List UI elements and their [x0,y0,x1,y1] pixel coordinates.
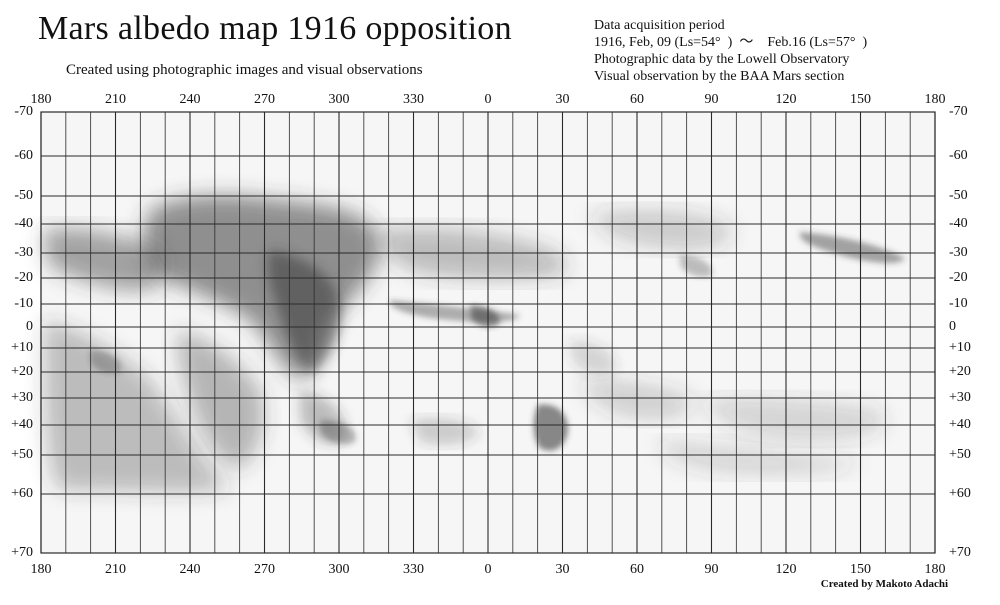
albedo-marking [533,404,568,451]
albedo-marking [90,350,121,374]
latitude-label-right: +10 [949,340,971,355]
info-line-period-heading: Data acquisition period [594,18,725,33]
longitude-label-bottom: 180 [30,562,52,577]
latitude-label-left: +30 [11,390,33,405]
info-line-visual-source: Visual observation by the BAA Mars secti… [594,69,845,84]
latitude-label-right: +50 [949,447,971,462]
longitude-label-top: 300 [328,92,350,107]
latitude-label-left: -70 [14,104,33,119]
longitude-label-top: 210 [105,92,126,107]
albedo-marking [320,420,356,445]
longitude-label-bottom: 240 [179,562,201,577]
albedo-marking [267,250,341,375]
map-title: Mars albedo map 1916 opposition [38,10,512,47]
albedo-marking [380,228,568,280]
albedo-marking [570,340,616,376]
longitude-label-bottom: 0 [484,562,492,577]
longitude-label-bottom: 330 [403,562,424,577]
longitude-label-bottom: 120 [775,562,797,577]
latitude-label-left: -10 [14,296,33,311]
latitude-label-left: 0 [26,319,33,334]
longitude-label-bottom: 270 [254,562,275,577]
longitude-label-bottom: 150 [850,562,871,577]
latitude-label-right: -60 [949,148,968,163]
latitude-label-left: -50 [14,188,33,203]
longitude-label-top: 180 [924,92,946,107]
longitude-label-top: 330 [403,92,424,107]
latitude-label-left: -30 [14,245,33,260]
longitude-label-top: 30 [555,92,570,107]
latitude-label-left: +70 [11,545,33,560]
longitude-label-bottom: 300 [328,562,350,577]
albedo-marking [43,228,164,291]
albedo-marking [470,305,500,328]
albedo-marking [45,320,230,493]
longitude-label-bottom: 180 [924,562,946,577]
latitude-label-right: -30 [949,245,968,260]
latitude-label-right: +20 [949,364,971,379]
latitude-label-right: -20 [949,270,968,285]
info-line-photo-source: Photographic data by the Lowell Observat… [594,52,850,67]
longitude-label-top: 90 [704,92,719,107]
albedo-marking [680,255,713,277]
albedo-marking [178,330,264,470]
latitude-label-right: +30 [949,390,971,405]
latitude-label-right: 0 [949,319,956,334]
longitude-label-bottom: 60 [630,562,644,577]
albedo-marking [580,379,693,420]
latitude-label-right: -70 [949,104,968,119]
latitude-label-right: -10 [949,296,968,311]
longitude-label-top: 240 [179,92,201,107]
longitude-label-top: 120 [775,92,797,107]
longitude-label-bottom: 30 [555,562,570,577]
longitude-label-top: 270 [254,92,275,107]
albedo-marking [659,440,860,475]
longitude-label-bottom: 210 [105,562,126,577]
latitude-label-left: -60 [14,148,33,163]
albedo-marking [590,209,733,251]
albedo-marking [700,398,887,440]
map-subtitle: Created using photographic images and vi… [66,62,423,78]
acquisition-info: Data acquisition period 1916, Feb, 09 (L… [594,17,867,85]
coordinate-grid [40,111,936,554]
latitude-label-right: -40 [949,216,968,231]
latitude-label-right: +60 [949,486,971,501]
longitude-label-top: 180 [30,92,52,107]
latitude-label-left: +60 [11,486,33,501]
latitude-label-left: +10 [11,340,33,355]
latitude-label-right: -50 [949,188,968,203]
albedo-marking [799,232,905,264]
latitude-label-left: -20 [14,270,33,285]
longitude-label-bottom: 90 [704,562,719,577]
latitude-label-left: +20 [11,364,33,379]
author-credit: Created by Makoto Adachi [820,578,948,590]
longitude-label-top: 0 [484,92,492,107]
latitude-label-right: +70 [949,545,971,560]
latitude-label-left: -40 [14,216,33,231]
longitude-label-top: 60 [630,92,644,107]
latitude-label-left: +50 [11,447,33,462]
longitude-label-top: 150 [850,92,871,107]
latitude-label-left: +40 [11,417,33,432]
latitude-label-right: +40 [949,417,971,432]
info-line-period: 1916, Feb, 09 (Ls=54° ) ～ Feb.16 (Ls=57°… [594,35,868,50]
